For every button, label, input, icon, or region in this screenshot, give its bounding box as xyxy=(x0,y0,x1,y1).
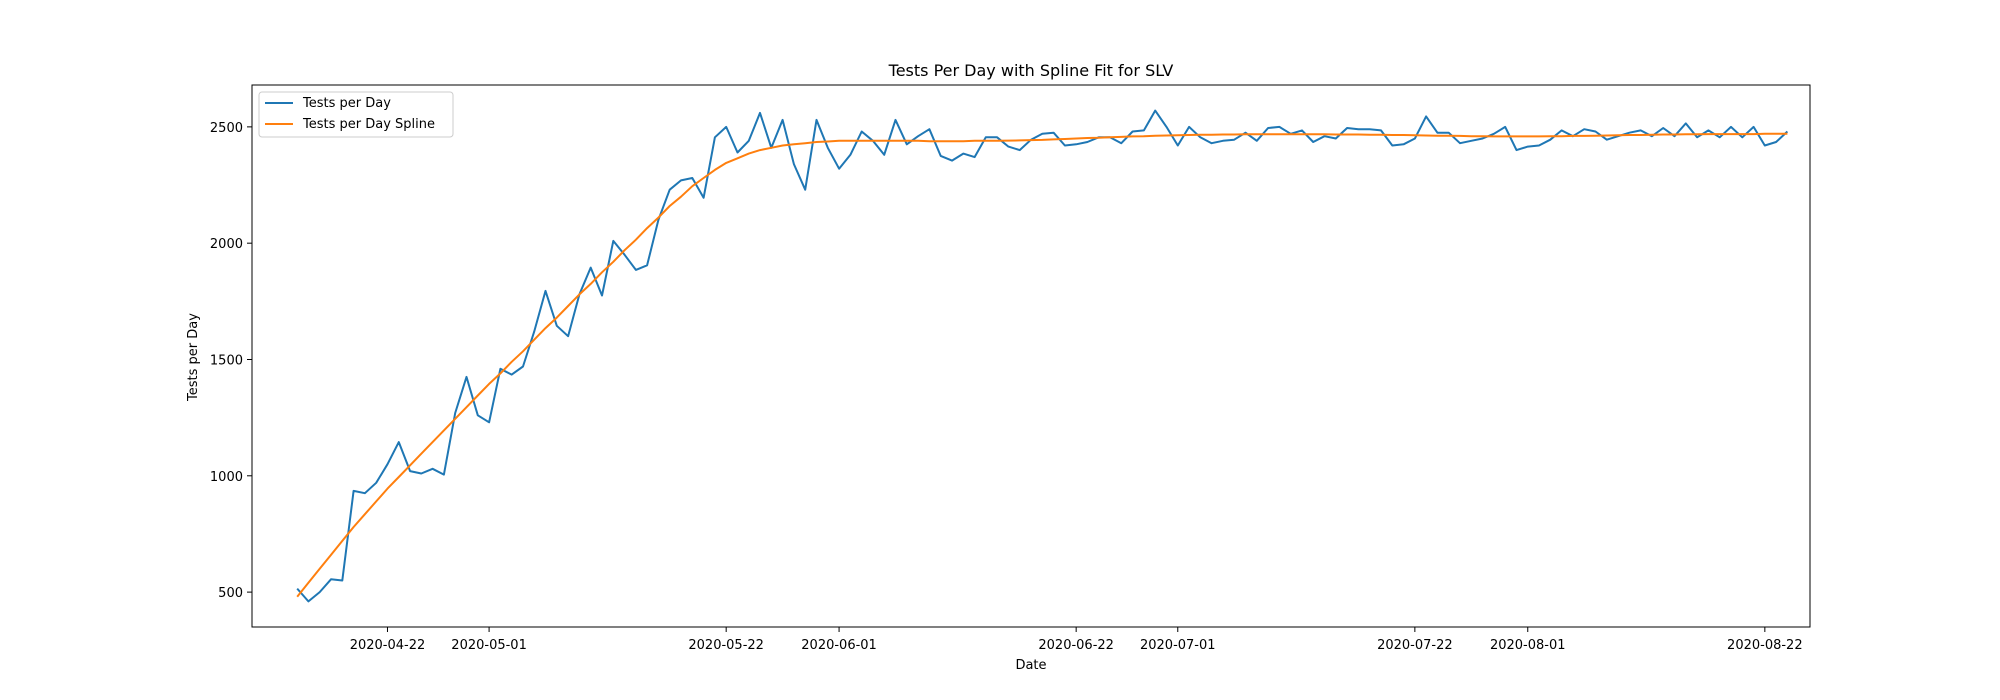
series-group xyxy=(296,109,1789,603)
series-line-tests-per-day xyxy=(296,109,1789,603)
x-tick-label: 2020-06-22 xyxy=(1038,638,1114,653)
plot-frame xyxy=(251,84,1811,628)
x-axis-label: Date xyxy=(1015,658,1046,673)
x-tick-label: 2020-08-01 xyxy=(1490,638,1566,653)
x-tick-label: 2020-06-01 xyxy=(801,638,877,653)
x-tick-label: 2020-08-22 xyxy=(1727,638,1803,653)
x-tick-label: 2020-05-01 xyxy=(451,638,527,653)
x-tick-label: 2020-05-22 xyxy=(688,638,764,653)
chart-title: Tests Per Day with Spline Fit for SLV xyxy=(888,61,1174,80)
y-tick-label: 2000 xyxy=(210,237,243,252)
x-tick-label: 2020-07-01 xyxy=(1140,638,1216,653)
series-line-tests-per-day-spline xyxy=(296,132,1788,598)
legend-box xyxy=(258,91,454,138)
x-tick-label: 2020-07-22 xyxy=(1377,638,1453,653)
y-tick-label: 2500 xyxy=(210,121,243,136)
y-tick-label: 1000 xyxy=(210,470,243,485)
legend-label-spline: Tests per Day Spline xyxy=(302,117,435,132)
x-tick-label: 2020-04-22 xyxy=(350,638,426,653)
y-axis-label: Tests per Day xyxy=(186,313,201,402)
legend-label-tests: Tests per Day xyxy=(302,96,391,111)
ticks-group: 2020-04-22 2020-05-01 2020-05-22 2020-06-01… xyxy=(210,121,1803,653)
y-tick-label: 500 xyxy=(218,586,243,601)
y-tick-label: 1500 xyxy=(210,353,243,368)
legend: Tests per Day Tests per Day Spline xyxy=(258,91,454,138)
